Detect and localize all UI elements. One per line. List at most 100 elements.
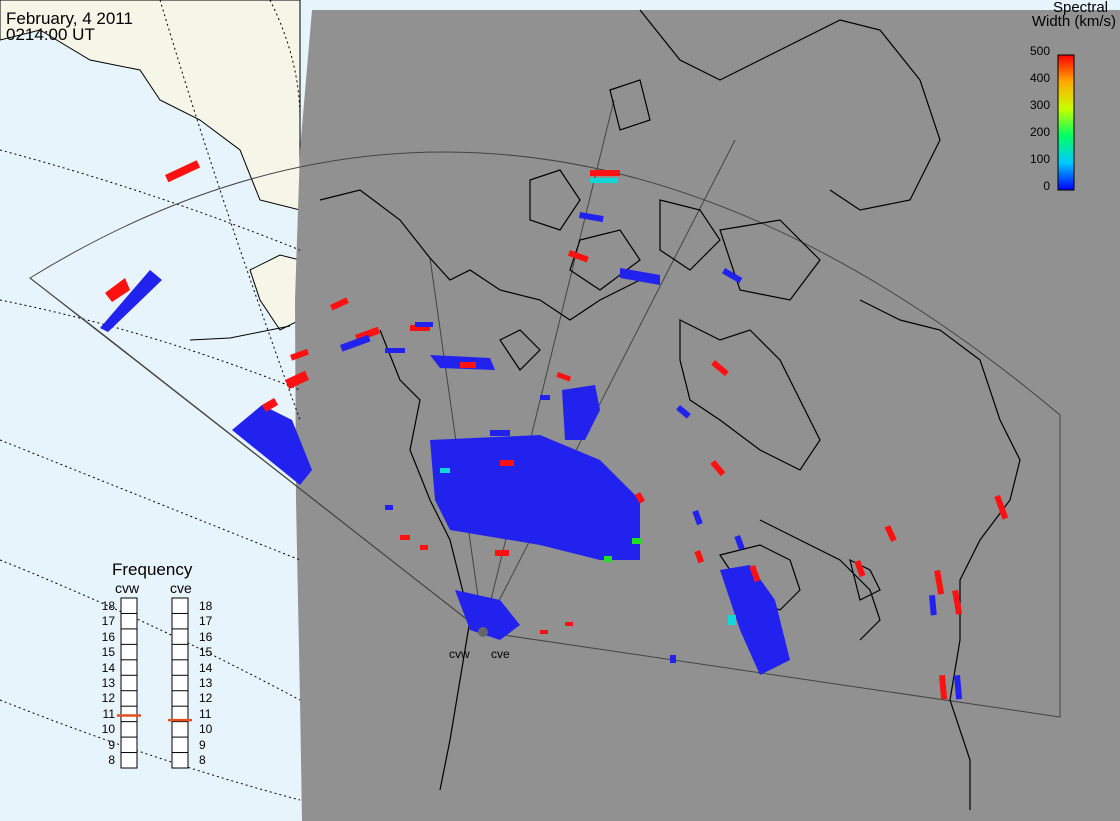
backscatter-cell <box>952 590 963 615</box>
backscatter-cell <box>590 178 618 183</box>
frequency-panel <box>120 597 189 769</box>
backscatter-region <box>562 385 600 440</box>
colorbar-tick: 400 <box>1029 71 1050 85</box>
frequency-scale-label: 17 <box>101 614 115 629</box>
backscatter-cell <box>632 538 642 544</box>
backscatter-cell <box>722 268 743 284</box>
colorbar-tick: 300 <box>1029 98 1050 112</box>
backscatter-cell <box>262 398 279 412</box>
backscatter-cell <box>692 510 703 526</box>
frequency-scale-label: 12 <box>199 691 213 706</box>
backscatter-cell <box>460 362 476 368</box>
backscatter-cell <box>400 535 410 540</box>
frequency-scale-label: 11 <box>102 706 115 721</box>
backscatter-cell <box>540 395 550 400</box>
sunlit-land <box>0 0 301 211</box>
frequency-scale-label: 17 <box>199 614 213 629</box>
backscatter-cell <box>385 505 393 510</box>
backscatter-cell <box>290 348 309 361</box>
frequency-scale-label: 11 <box>199 706 212 721</box>
backscatter-cell <box>330 297 349 311</box>
backscatter-cell <box>954 675 963 700</box>
frequency-scale-label: 13 <box>101 676 115 690</box>
backscatter-cell <box>385 348 405 353</box>
backscatter-cell <box>939 675 948 700</box>
frequency-grid <box>121 612 188 754</box>
backscatter-cell <box>994 495 1009 520</box>
grid-lines <box>0 0 301 801</box>
frequency-scale-label: 12 <box>101 691 115 706</box>
date-label: February, 4 2011 <box>6 9 133 28</box>
backscatter-cell <box>565 622 573 626</box>
coastlines <box>319 9 1021 810</box>
radar-east-label: cve <box>491 647 510 661</box>
backscatter-cell <box>934 570 945 595</box>
backscatter-cell <box>410 325 430 331</box>
backscatter-cell <box>415 322 433 327</box>
sunlit-coast <box>189 325 291 341</box>
backscatter-cell <box>670 655 676 663</box>
backscatter-cell <box>490 430 510 436</box>
frequency-scale-label: 18 <box>199 598 213 613</box>
backscatter-cell <box>749 565 761 583</box>
night-region <box>295 10 1120 821</box>
backscatter-cell <box>420 545 428 550</box>
frequency-scale-label: 9 <box>199 737 206 752</box>
frequency-scale-label: 15 <box>199 645 213 660</box>
colorbar-tick: 500 <box>1029 44 1050 58</box>
backscatter-cell <box>567 250 589 263</box>
colorbar-tick: 100 <box>1029 152 1050 166</box>
backscatter-cell <box>165 160 201 183</box>
backscatter-region <box>620 268 660 285</box>
backscatter-cell <box>590 170 620 176</box>
backscatter-cell <box>728 615 736 625</box>
frequency-scale-label: 16 <box>101 629 115 644</box>
backscatter-cell <box>578 211 604 223</box>
backscatter-region <box>455 590 520 640</box>
backscatter-region <box>720 565 790 675</box>
radar-site-marker <box>478 627 488 637</box>
backscatter-cell <box>285 370 310 390</box>
colorbar-title-line1: Spectral <box>1052 0 1108 16</box>
backscatter-cell <box>495 550 509 556</box>
backscatter-cell <box>734 535 745 551</box>
backscatter-cell <box>500 460 514 466</box>
frequency-scale-label: 10 <box>101 722 115 737</box>
frequency-cvw-label: cvw <box>115 580 140 596</box>
backscatter-region <box>430 435 640 560</box>
time-label: 0214:00 UT <box>6 25 95 44</box>
colorbar-title-line2: Width (km/s) <box>1031 13 1116 30</box>
backscatter-cell <box>884 525 897 543</box>
frequency-cve-label: cve <box>170 580 192 596</box>
frequency-scale-label: 8 <box>108 753 115 768</box>
colorbar <box>1057 54 1075 191</box>
frequency-scale-label: 14 <box>101 660 115 675</box>
frequency-scale-label: 18 <box>101 598 115 613</box>
frequency-scale-label: 8 <box>199 753 206 768</box>
backscatter-cell <box>711 360 729 377</box>
backscatter-cell <box>604 556 612 562</box>
frequency-scale-label: 16 <box>199 629 213 644</box>
backscatter-region <box>232 405 312 485</box>
backscatter-region <box>100 270 162 332</box>
radar-west-label: cvw <box>449 647 470 661</box>
frequency-scale-label: 14 <box>199 660 213 675</box>
backscatter-region <box>105 278 130 302</box>
frequency-scale-label: 9 <box>108 737 115 752</box>
frequency-scale-label: 15 <box>101 645 115 660</box>
backscatter-cell <box>710 460 726 477</box>
backscatter-cell <box>540 630 548 634</box>
cve-frequency-bar <box>171 597 189 769</box>
backscatter-cells <box>100 160 1009 700</box>
backscatter-cell <box>854 559 866 578</box>
frequency-scale-label: 10 <box>199 722 213 737</box>
backscatter-cell <box>676 405 691 419</box>
colorbar-gradient <box>1057 54 1075 191</box>
backscatter-cell <box>634 492 645 504</box>
cvw-frequency-bar <box>120 597 138 769</box>
backscatter-cell <box>556 372 572 382</box>
frequency-title: Frequency <box>112 560 193 579</box>
backscatter-cell <box>340 334 371 352</box>
